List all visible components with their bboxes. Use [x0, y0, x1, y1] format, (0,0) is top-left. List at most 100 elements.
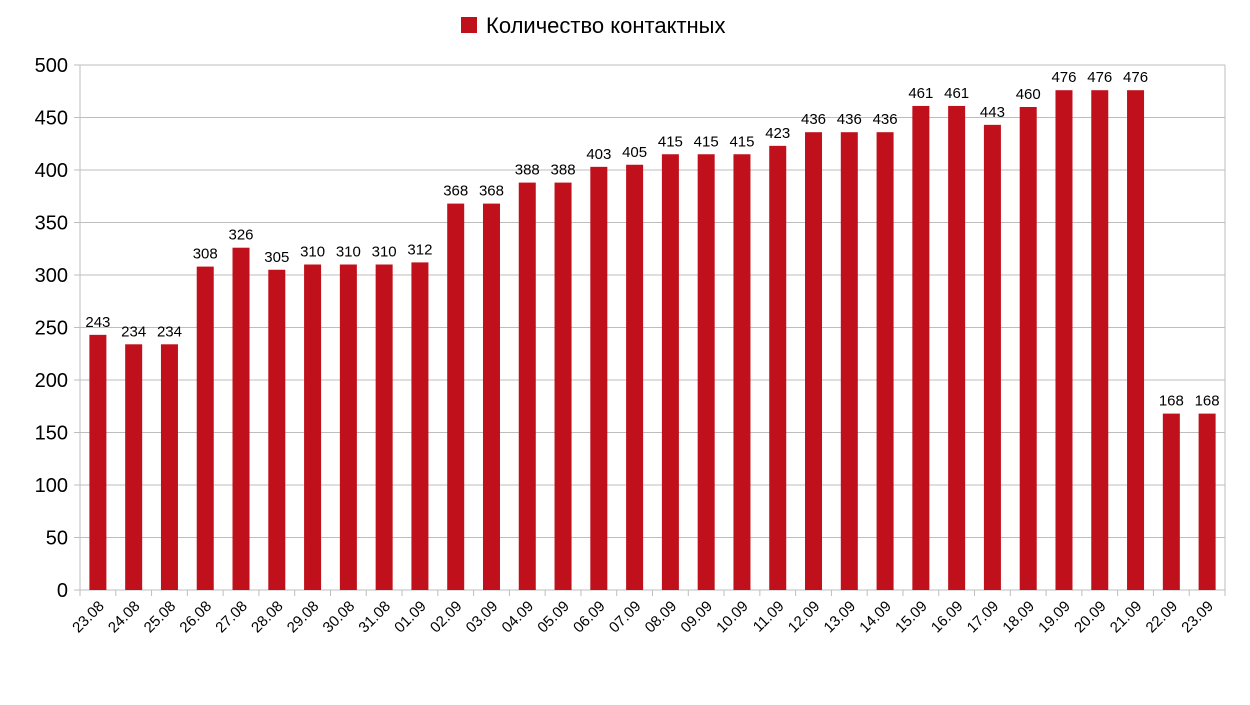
x-tick-label: 25.08 [141, 598, 180, 637]
data-label: 368 [443, 183, 468, 200]
bar [1127, 90, 1145, 590]
data-label: 368 [479, 183, 504, 200]
y-tick-label: 450 [35, 108, 68, 130]
legend-swatch [461, 17, 477, 33]
bar [339, 264, 357, 590]
x-tick-label: 12.09 [785, 598, 824, 637]
y-tick-label: 300 [35, 265, 68, 287]
x-tick-label: 14.09 [856, 598, 895, 637]
data-label: 310 [372, 244, 397, 261]
x-tick-label: 31.08 [355, 598, 394, 637]
x-tick-label: 10.09 [713, 598, 752, 637]
data-label: 326 [229, 227, 254, 244]
data-label: 305 [264, 249, 289, 266]
x-tick-label: 08.09 [642, 598, 681, 637]
data-label: 460 [1016, 86, 1041, 103]
y-tick-label: 200 [35, 370, 68, 392]
y-tick-label: 150 [35, 423, 68, 445]
data-label: 423 [765, 125, 790, 142]
y-tick-label: 50 [46, 528, 68, 550]
data-label: 308 [193, 246, 218, 263]
bar [805, 132, 823, 590]
x-tick-label: 01.09 [391, 598, 430, 637]
x-tick-label: 30.08 [320, 598, 359, 637]
x-tick-label: 24.08 [105, 598, 144, 637]
data-label: 388 [551, 162, 576, 179]
x-tick-label: 19.09 [1035, 598, 1074, 637]
data-label: 312 [407, 241, 432, 258]
x-tick-label: 17.09 [964, 598, 1003, 637]
bar [1162, 413, 1180, 590]
data-label: 405 [622, 144, 647, 161]
bar [626, 164, 644, 590]
x-tick-label: 23.09 [1178, 598, 1217, 637]
bar [1198, 413, 1216, 590]
bar [661, 154, 679, 590]
data-label: 461 [908, 85, 933, 102]
y-tick-label: 100 [35, 475, 68, 497]
bar [518, 182, 536, 590]
bar [125, 344, 143, 590]
bar [375, 264, 393, 590]
legend-label: Количество контактных [486, 13, 726, 38]
x-tick-label: 20.09 [1071, 598, 1110, 637]
y-tick-label: 250 [35, 318, 68, 340]
x-tick-label: 05.09 [534, 598, 573, 637]
bar [268, 269, 286, 590]
bar [983, 124, 1001, 590]
bar [1055, 90, 1073, 590]
bar [554, 182, 572, 590]
x-tick-label: 03.09 [463, 598, 502, 637]
bar [304, 264, 322, 590]
data-label: 443 [980, 104, 1005, 121]
x-tick-label: 21.09 [1107, 598, 1146, 637]
x-tick-label: 27.08 [212, 598, 251, 637]
data-label: 415 [694, 133, 719, 150]
data-label: 310 [300, 244, 325, 261]
data-label: 234 [157, 323, 182, 340]
bar [876, 132, 894, 590]
data-label: 436 [837, 111, 862, 128]
data-label: 476 [1123, 69, 1148, 86]
data-label: 310 [336, 244, 361, 261]
x-tick-label: 11.09 [750, 598, 788, 636]
x-tick-label: 18.09 [999, 598, 1038, 637]
x-tick-label: 29.08 [284, 598, 323, 637]
bar [1019, 107, 1037, 590]
bar [912, 105, 930, 590]
bar [840, 132, 858, 590]
data-label: 168 [1159, 393, 1184, 410]
y-tick-label: 500 [35, 55, 68, 77]
y-tick-label: 0 [57, 580, 68, 602]
bar [482, 203, 500, 590]
bar [447, 203, 465, 590]
x-tick-label: 15.09 [892, 598, 931, 637]
bar [411, 262, 429, 590]
bar [232, 247, 250, 590]
data-label: 388 [515, 162, 540, 179]
x-tick-label: 07.09 [606, 598, 645, 637]
x-tick-label: 06.09 [570, 598, 609, 637]
bar [1091, 90, 1109, 590]
bar [590, 166, 608, 590]
data-label: 436 [801, 111, 826, 128]
data-label: 403 [586, 146, 611, 163]
y-tick-label: 350 [35, 213, 68, 235]
data-label: 415 [729, 133, 754, 150]
bar [89, 334, 107, 590]
x-tick-label: 28.08 [248, 598, 287, 637]
bar [769, 145, 787, 590]
y-tick-label: 400 [35, 160, 68, 182]
data-label: 476 [1087, 69, 1112, 86]
data-label: 476 [1051, 69, 1076, 86]
data-label: 243 [85, 314, 110, 331]
x-tick-label: 13.09 [821, 598, 860, 637]
data-label: 234 [121, 323, 146, 340]
data-label: 415 [658, 133, 683, 150]
legend: Количество контактных [461, 13, 726, 38]
bar [697, 154, 715, 590]
x-tick-label: 04.09 [499, 598, 538, 637]
bar [733, 154, 751, 590]
x-tick-label: 02.09 [427, 598, 466, 637]
